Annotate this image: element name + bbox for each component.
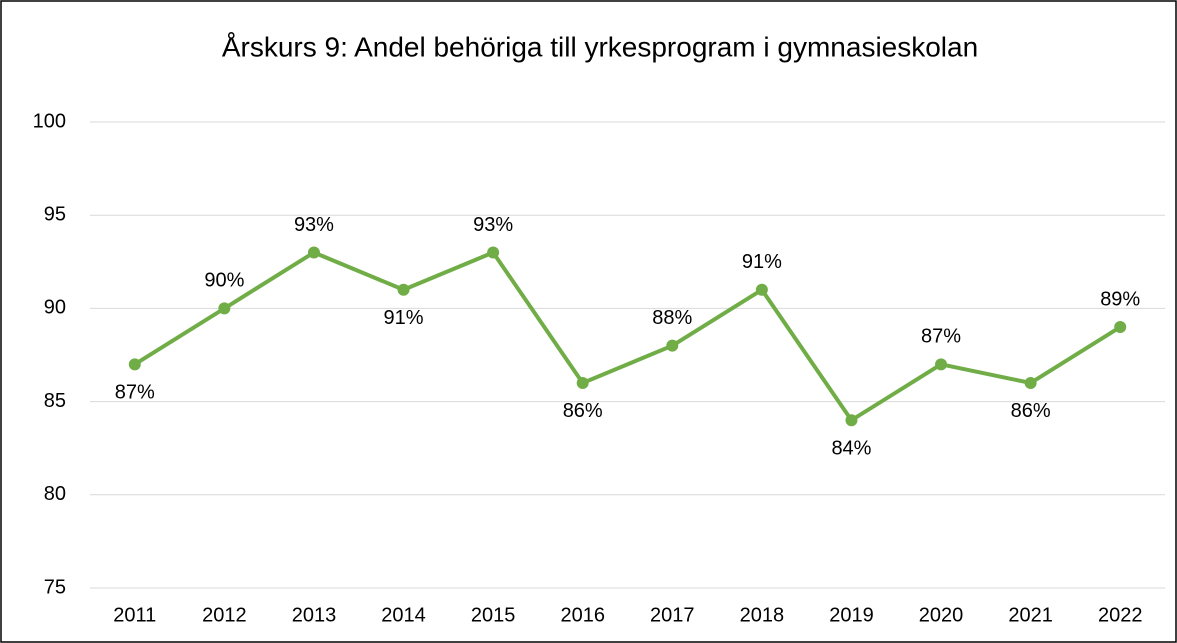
data-point xyxy=(1114,321,1127,334)
x-tick-label: 2017 xyxy=(650,604,695,626)
data-point xyxy=(666,339,679,352)
y-tick-label: 90 xyxy=(44,297,66,319)
data-point xyxy=(755,283,768,296)
data-label: 89% xyxy=(1100,288,1140,310)
data-label: 90% xyxy=(204,270,244,292)
data-label: 87% xyxy=(115,382,155,404)
data-label: 86% xyxy=(1011,400,1051,422)
data-point xyxy=(1024,376,1037,389)
data-label: 84% xyxy=(831,438,871,460)
y-tick-label: 100 xyxy=(33,110,66,132)
x-tick-label: 2014 xyxy=(381,604,426,626)
x-tick-label: 2022 xyxy=(1098,604,1143,626)
data-label: 93% xyxy=(473,214,513,236)
data-point xyxy=(935,358,948,371)
x-tick-label: 2016 xyxy=(560,604,605,626)
x-tick-label: 2012 xyxy=(202,604,247,626)
x-tick-label: 2019 xyxy=(829,604,874,626)
y-tick-label: 75 xyxy=(44,576,66,598)
data-label: 86% xyxy=(563,400,603,422)
data-label: 91% xyxy=(742,251,782,273)
data-label: 87% xyxy=(921,326,961,348)
y-tick-label: 80 xyxy=(44,483,66,505)
x-tick-label: 2021 xyxy=(1008,604,1053,626)
x-tick-label: 2018 xyxy=(740,604,785,626)
data-point xyxy=(307,246,320,259)
data-point xyxy=(218,302,231,315)
x-tick-label: 2015 xyxy=(471,604,516,626)
data-label: 93% xyxy=(294,214,334,236)
chart-title: Årskurs 9: Andel behöriga till yrkesprog… xyxy=(222,31,978,62)
data-point xyxy=(487,246,500,259)
x-tick-label: 2013 xyxy=(292,604,337,626)
y-tick-label: 95 xyxy=(44,203,66,225)
data-point xyxy=(128,358,141,371)
data-label: 88% xyxy=(652,307,692,329)
y-tick-label: 85 xyxy=(44,390,66,412)
data-point xyxy=(576,376,589,389)
data-line xyxy=(133,250,1122,423)
data-point xyxy=(397,283,410,296)
data-point xyxy=(845,414,858,427)
x-tick-label: 2020 xyxy=(919,604,964,626)
data-label: 91% xyxy=(384,307,424,329)
x-tick-label: 2011 xyxy=(113,604,156,626)
